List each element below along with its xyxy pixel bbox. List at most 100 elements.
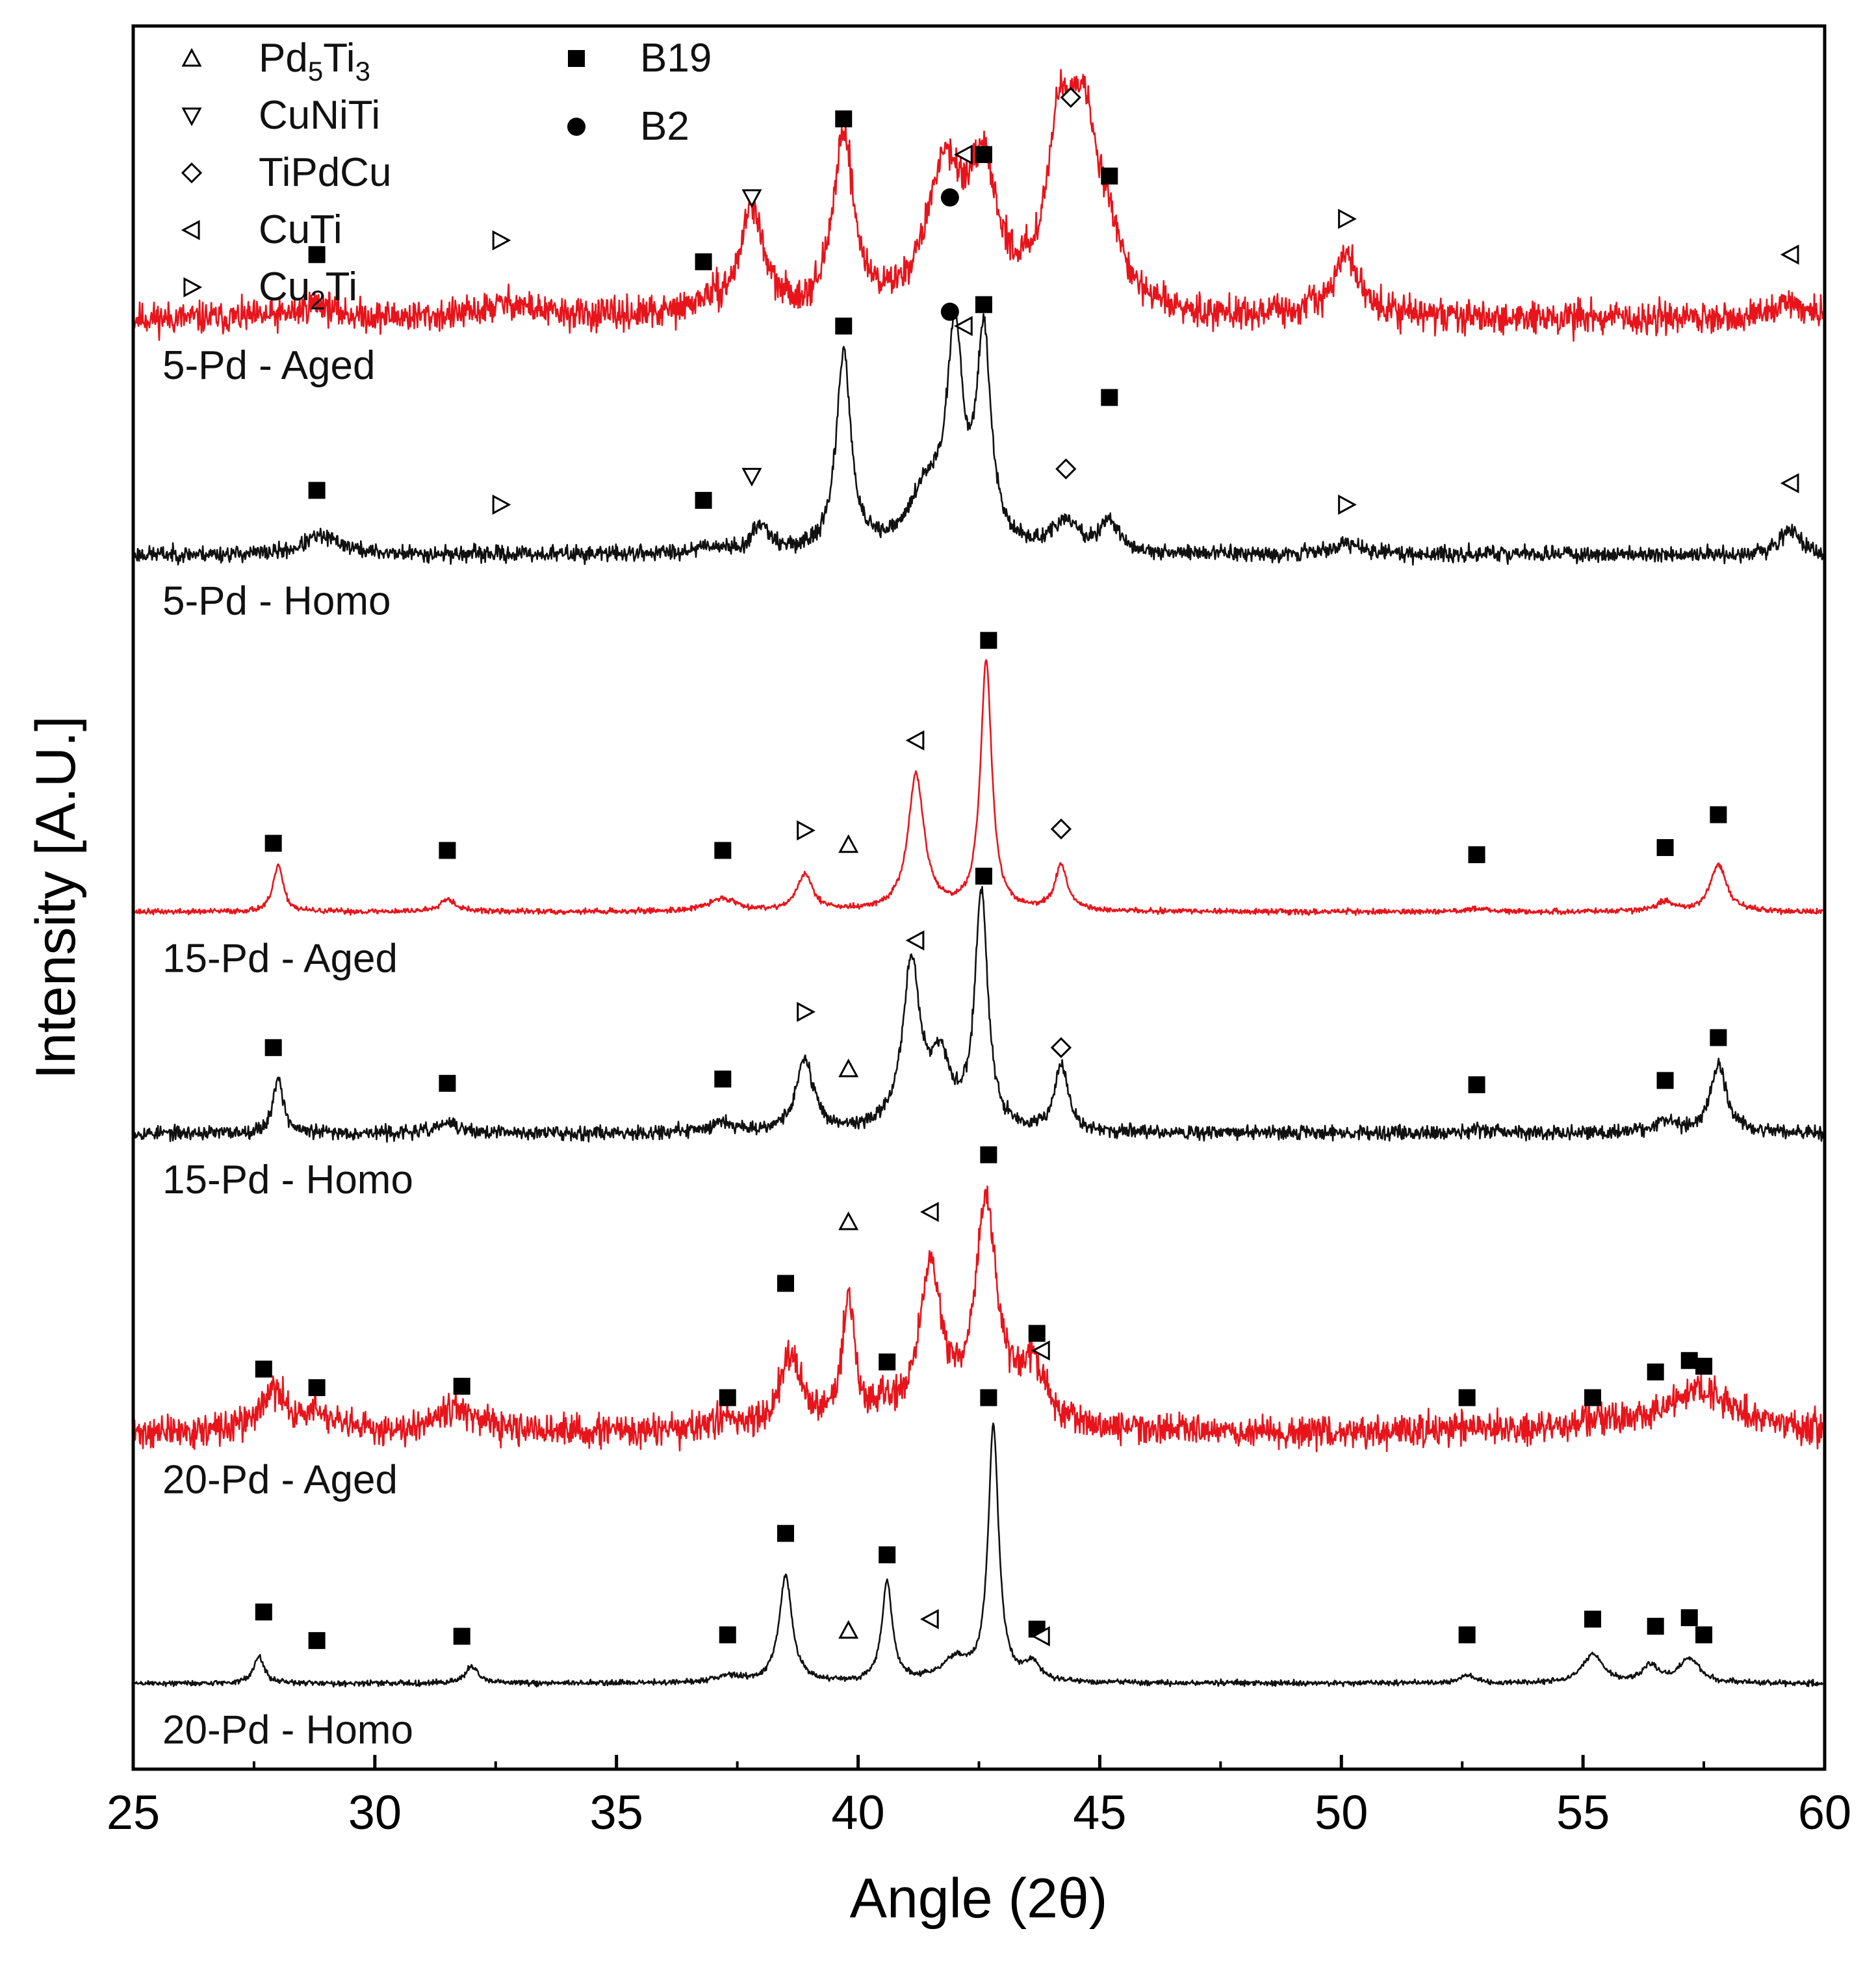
peak-marker-15-pd-aged-1: [439, 842, 456, 859]
series-label-5-pd-homo: 5-Pd - Homo: [162, 579, 391, 624]
series-label-layer: 5-Pd - Aged 5-Pd - Homo 15-Pd - Aged 15-Pd …: [162, 343, 413, 1752]
series-line-20-pd-aged: [132, 1185, 1826, 1453]
peak-marker-5-pd-aged-10: [1338, 209, 1357, 229]
legend-text-6: B2: [640, 104, 689, 149]
peak-marker-20-pd-homo-1: [308, 1632, 326, 1650]
legend-text-3: CuTi: [259, 207, 342, 252]
peak-marker-20-pd-homo-11: [1458, 1626, 1476, 1644]
x-tick-label-45: 45: [1073, 1785, 1126, 1839]
peak-marker-20-pd-aged-11: [1458, 1389, 1476, 1406]
peak-marker-5-pd-aged-2: [695, 253, 712, 270]
peak-marker-15-pd-homo-9: [1656, 1072, 1674, 1089]
legend-label-6: B2: [640, 104, 689, 149]
peak-marker-20-pd-homo-3: [719, 1626, 736, 1644]
series-label-5-pd-aged: 5-Pd - Aged: [162, 343, 375, 388]
legend-label-1: CuNiTi: [259, 93, 380, 138]
peak-marker-20-pd-aged-2: [453, 1377, 470, 1395]
x-axis-label: Angle (2θ): [850, 1867, 1108, 1930]
legend-sub2-0: 3: [355, 56, 370, 86]
peak-marker-5-pd-homo-1: [492, 494, 511, 515]
legend-symbol-triangle-up: [181, 47, 202, 67]
peak-marker-5-pd-homo-9: [1055, 458, 1077, 480]
peak-marker-15-pd-homo-3: [797, 1002, 816, 1022]
legend-symbol-square: [568, 50, 585, 67]
peak-marker-5-pd-aged-4: [835, 110, 853, 127]
legend-sub1-0: 5: [308, 56, 323, 86]
peak-marker-20-pd-aged-3: [719, 1389, 736, 1406]
peak-marker-20-pd-aged-13: [1647, 1363, 1664, 1380]
peak-marker-20-pd-aged-7: [919, 1202, 939, 1223]
peak-marker-15-pd-aged-0: [264, 835, 282, 852]
peak-marker-15-pd-homo-7: [1050, 1037, 1072, 1058]
legend-symbol-circle: [567, 118, 585, 136]
series-label-15-pd-homo: 15-Pd - Homo: [162, 1158, 413, 1202]
peak-marker-20-pd-homo-4: [777, 1525, 795, 1542]
peak-marker-5-pd-aged-0: [308, 246, 326, 263]
x-tick-label-25: 25: [107, 1785, 160, 1839]
peak-marker-20-pd-homo-15: [1695, 1626, 1713, 1644]
peak-marker-15-pd-homo-2: [714, 1070, 732, 1088]
legend-symbol-triangle-down: [181, 107, 202, 127]
peak-marker-20-pd-homo-13: [1647, 1618, 1664, 1635]
series-layer: [132, 69, 1826, 1688]
peak-marker-15-pd-aged-6: [980, 632, 997, 649]
peak-marker-20-pd-aged-1: [308, 1379, 326, 1397]
peak-marker-20-pd-homo-2: [453, 1627, 470, 1645]
peak-marker-5-pd-homo-2: [695, 491, 712, 509]
peak-marker-15-pd-aged-2: [714, 842, 732, 859]
peak-marker-20-pd-homo-8: [980, 1389, 997, 1406]
x-tick-label-55: 55: [1556, 1785, 1610, 1839]
legend-label-2: TiPdCu: [259, 150, 391, 195]
peak-marker-15-pd-aged-8: [1468, 846, 1485, 864]
x-tick-label-60: 60: [1798, 1785, 1851, 1839]
peak-marker-5-pd-homo-7: [975, 296, 992, 313]
peak-marker-5-pd-homo-11: [1780, 473, 1799, 493]
peak-marker-20-pd-aged-5: [838, 1211, 859, 1230]
peak-marker-20-pd-homo-12: [1584, 1611, 1602, 1628]
legend-symbol-triangle-right: [183, 277, 203, 298]
peak-marker-20-pd-aged-9: [1028, 1325, 1046, 1342]
x-tick-label-30: 30: [348, 1785, 402, 1839]
peak-marker-5-pd-homo-6: [954, 316, 973, 337]
peak-marker-20-pd-aged-0: [255, 1360, 272, 1378]
peak-marker-20-pd-homo-10: [1031, 1626, 1050, 1647]
peak-marker-20-pd-aged-14: [1680, 1352, 1698, 1369]
peak-marker-15-pd-aged-5: [905, 730, 925, 751]
legend-text-4: Cu: [259, 265, 310, 309]
peak-marker-5-pd-aged-11: [1780, 244, 1799, 265]
peak-marker-15-pd-homo-0: [264, 1039, 282, 1056]
marker-layer: [255, 86, 1799, 1650]
peak-marker-5-pd-aged-9: [1101, 167, 1118, 185]
peak-marker-5-pd-aged-6: [954, 144, 973, 165]
series-line-20-pd-homo: [132, 1422, 1826, 1688]
peak-marker-20-pd-aged-8: [980, 1146, 997, 1163]
peak-marker-5-pd-homo-0: [308, 482, 326, 499]
legend-label-4: Cu2Ti: [259, 265, 357, 315]
legend-symbol-diamond: [181, 162, 203, 184]
peak-marker-5-pd-homo-5: [940, 302, 959, 321]
legend-sub1-4: 2: [310, 285, 325, 315]
peak-marker-5-pd-homo-10: [1338, 494, 1357, 515]
peak-marker-5-pd-aged-5: [940, 188, 959, 207]
legend-symbol-triangle-left: [181, 220, 200, 240]
legend-text-0: Pd: [259, 36, 308, 81]
peak-marker-5-pd-aged-1: [492, 230, 511, 251]
legend-label-0: Pd5Ti3: [259, 36, 370, 86]
peak-marker-20-pd-aged-6: [879, 1353, 896, 1371]
series-line-15-pd-homo: [132, 886, 1826, 1143]
legend-label-3: CuTi: [259, 207, 342, 252]
legend-text-1: CuNiTi: [259, 93, 380, 138]
peak-marker-5-pd-homo-8: [1101, 389, 1118, 406]
legend-mid-0: Ti: [323, 36, 355, 81]
peak-marker-15-pd-homo-5: [905, 930, 925, 951]
peak-marker-20-pd-homo-14: [1680, 1609, 1698, 1626]
legend-text-5: B19: [640, 36, 712, 81]
peak-marker-5-pd-aged-7: [975, 146, 992, 163]
peak-marker-20-pd-homo-0: [255, 1603, 272, 1621]
peak-marker-20-pd-aged-15: [1695, 1358, 1713, 1375]
peak-marker-15-pd-homo-10: [1710, 1029, 1727, 1046]
peak-marker-20-pd-aged-10: [1031, 1340, 1050, 1361]
peak-marker-15-pd-aged-10: [1710, 806, 1727, 823]
peak-marker-5-pd-homo-4: [835, 317, 853, 335]
